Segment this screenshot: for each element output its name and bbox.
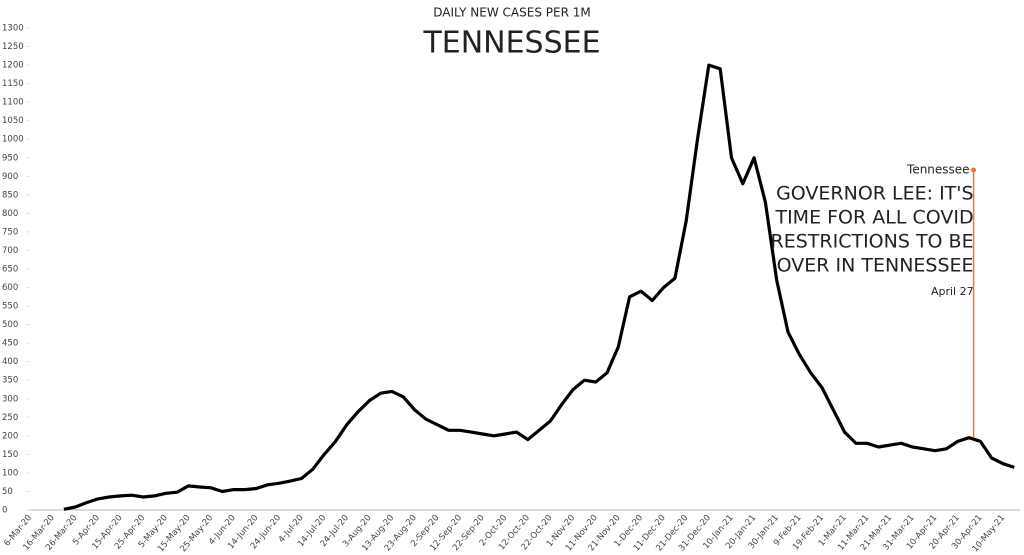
y-tick-label: 700 [2,246,18,256]
y-tick-label: 650 [2,265,18,275]
annotation-dot [971,167,977,173]
annotation-text: TIME FOR ALL COVID [774,207,973,229]
y-tick-label: 1250 [2,42,24,52]
y-tick-label: 750 [2,227,18,237]
annotation-text: GOVERNOR LEE: IT'S [776,183,974,205]
y-tick-label: 450 [2,339,18,349]
y-tick-label: 200 [2,431,18,441]
annotation-text: RESTRICTIONS TO BE [771,231,974,253]
y-tick-label: 950 [2,153,18,163]
annotation-label: Tennessee [906,163,970,177]
y-tick-label: 250 [2,413,18,423]
y-tick-label: 1150 [2,79,24,89]
y-tick-label: 800 [2,209,18,219]
y-tick-label: 350 [2,376,18,386]
annotation-date: April 27 [931,285,974,298]
y-tick-label: 1300 [2,24,24,34]
y-tick-label: 1100 [2,98,24,108]
y-tick-label: 400 [2,357,18,367]
y-tick-label: 550 [2,302,18,312]
y-tick-label: 500 [2,320,18,330]
y-tick-label: 900 [2,172,18,182]
y-tick-label: 50 [2,487,13,497]
chart-title: TENNESSEE [422,26,600,61]
y-tick-label: 1050 [2,116,24,126]
y-tick-label: 150 [2,450,18,460]
y-tick-label: 300 [2,394,18,404]
y-tick-label: 1200 [2,61,24,71]
y-tick-label: 850 [2,190,18,200]
y-tick-label: 100 [2,468,18,478]
chart-subtitle: DAILY NEW CASES PER 1M [433,6,590,20]
line-series [63,63,1015,511]
y-tick-label: 1000 [2,135,24,145]
y-tick-label: 0 [2,506,7,516]
annotation-text: OVER IN TENNESSEE [777,255,974,277]
y-tick-label: 600 [2,283,18,293]
